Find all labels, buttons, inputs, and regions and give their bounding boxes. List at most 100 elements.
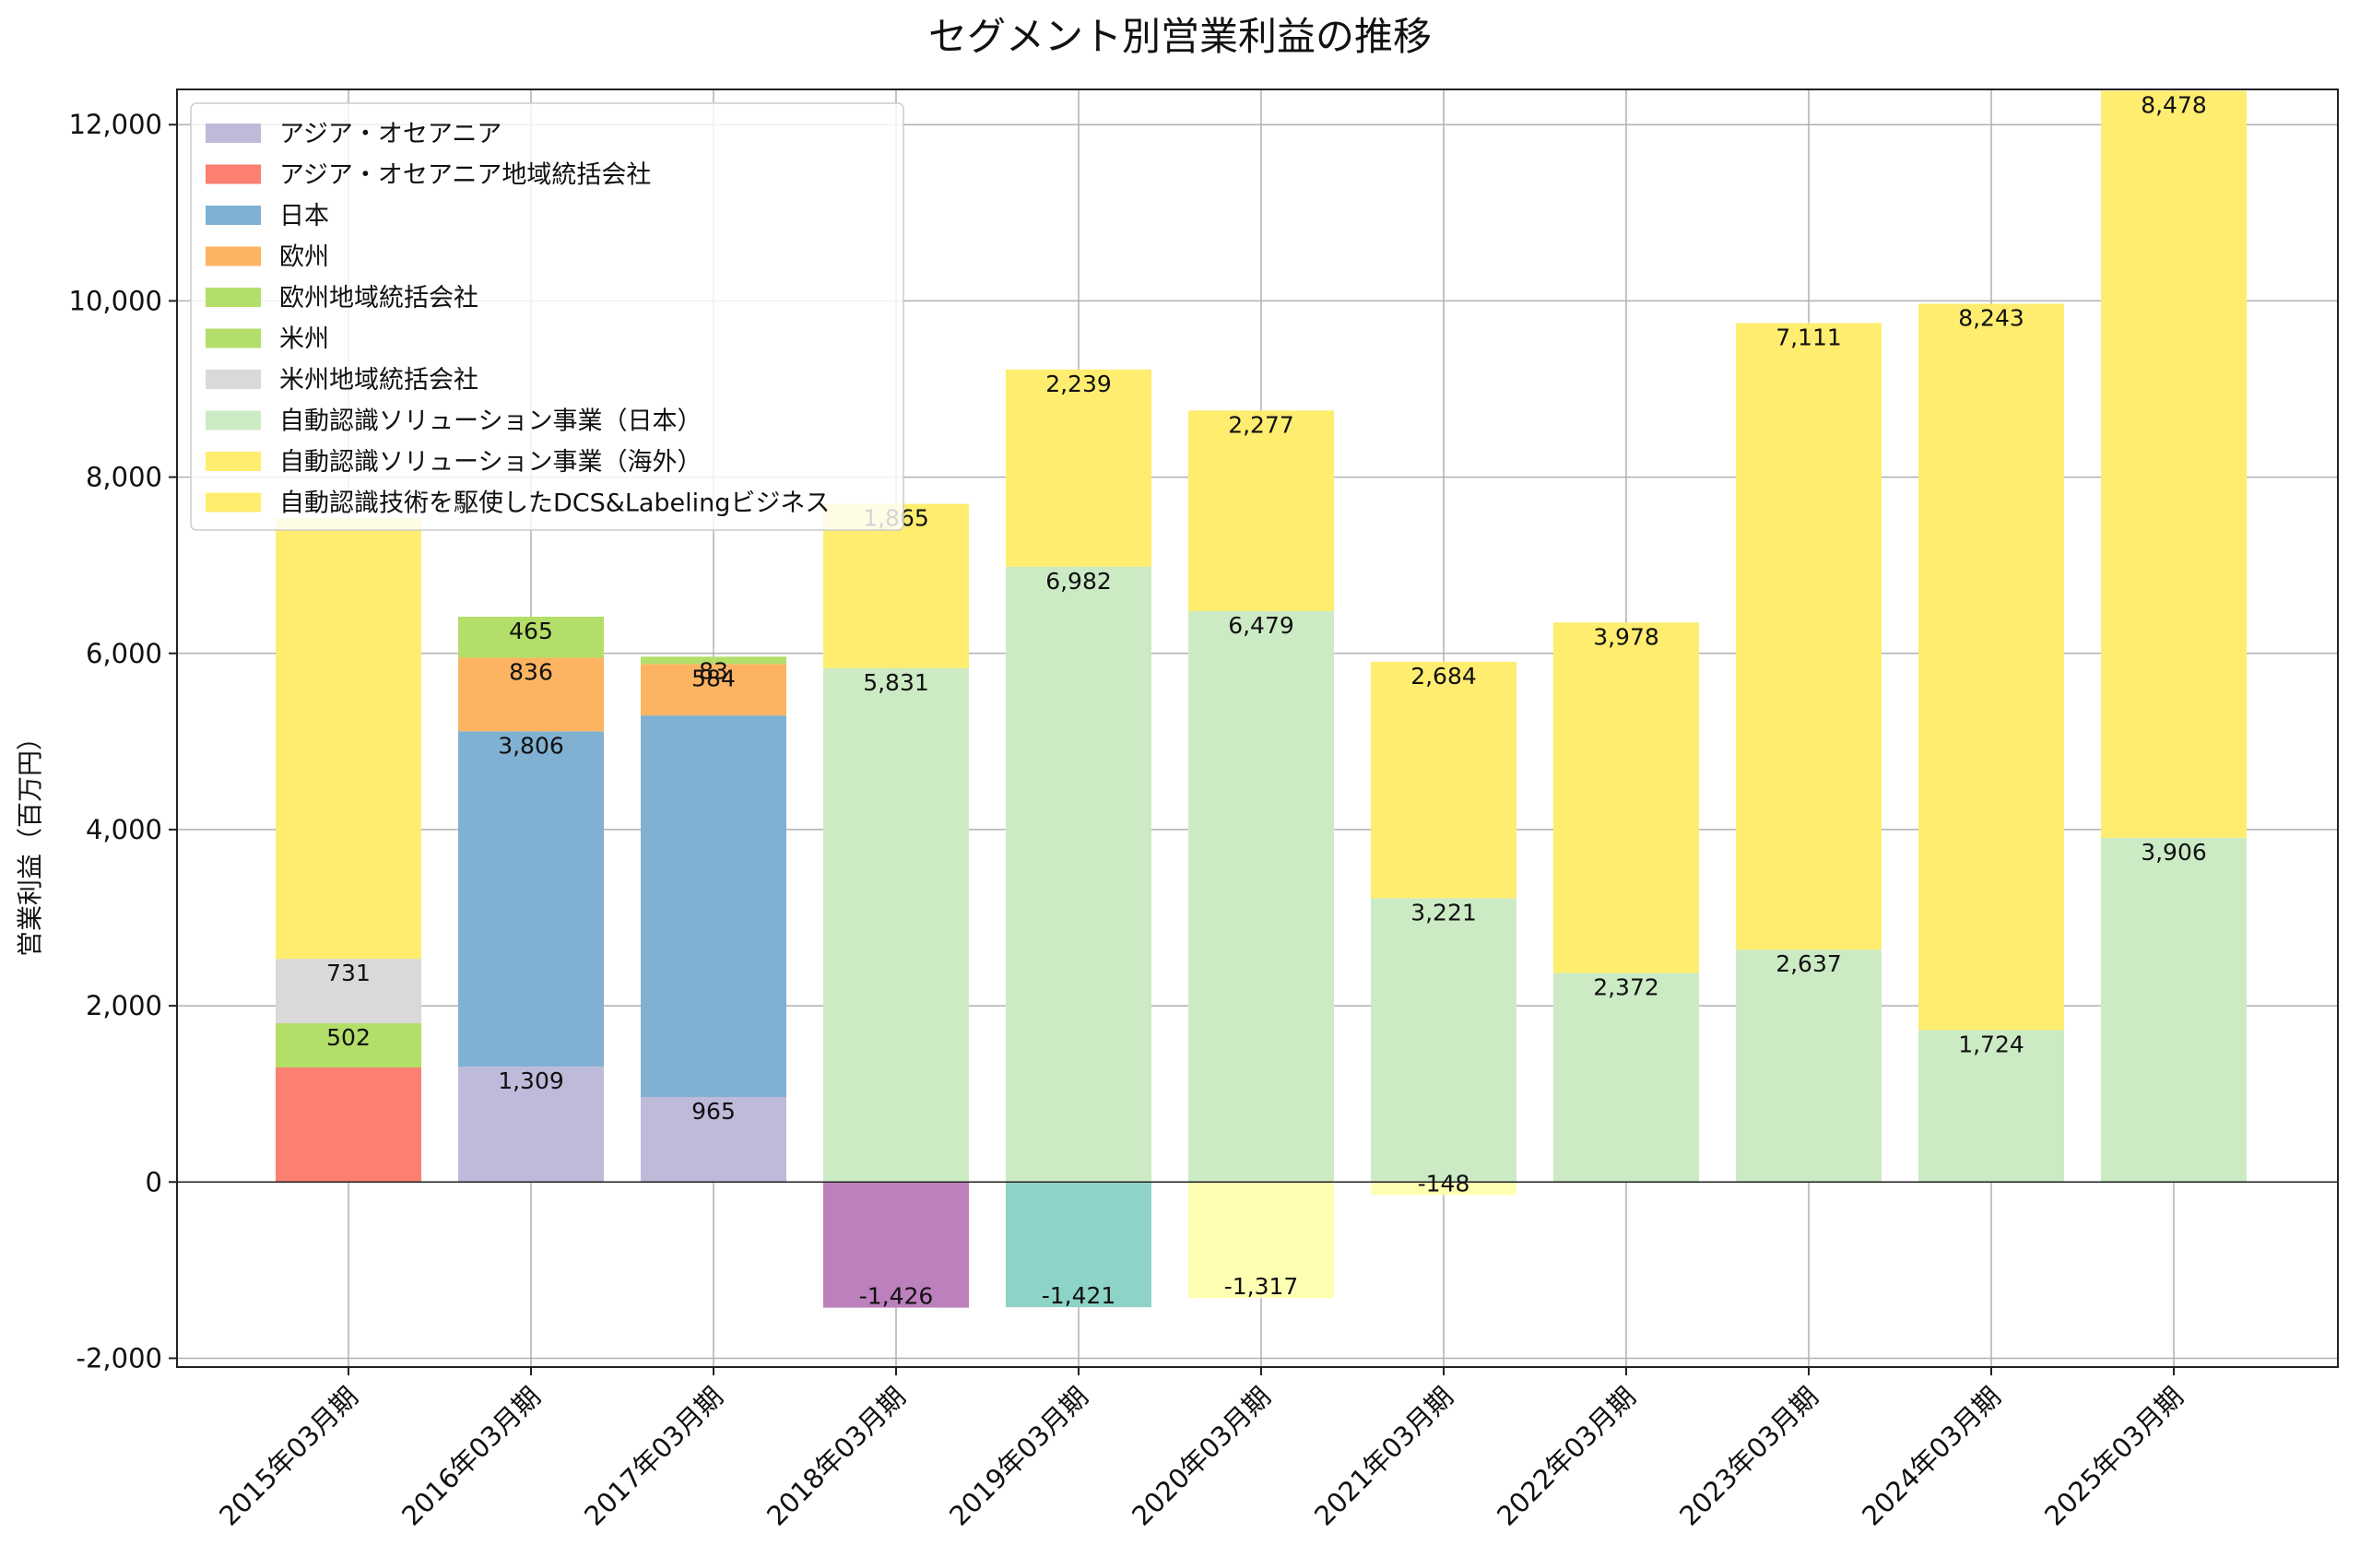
- bar-segment: [276, 1023, 421, 1068]
- x-tick-label: 2025年03月期: [2038, 1381, 2189, 1532]
- bar-segment: [823, 1182, 969, 1308]
- legend-entry-label: 自動認識ソリューション事業（海外）: [279, 448, 702, 477]
- bar-segment: [458, 731, 604, 1067]
- y-axis-label: 営業利益（百万円）: [15, 725, 45, 957]
- legend-swatch: [206, 410, 261, 430]
- bar-segment: [1371, 661, 1516, 899]
- bar-segment: [276, 1067, 421, 1183]
- x-tick-label: 2024年03月期: [1856, 1381, 2007, 1532]
- bar-segment: [2101, 90, 2247, 838]
- legend-swatch: [206, 288, 261, 307]
- bar-value-label: 2,372: [1593, 974, 1659, 1001]
- bar-value-label: 584: [691, 665, 736, 691]
- legend-swatch: [206, 246, 261, 266]
- bar-value-label: 465: [509, 618, 553, 644]
- bar-segment: [1918, 303, 2064, 1031]
- bar-segment: [458, 616, 604, 658]
- bar-segment: [1188, 610, 1334, 1183]
- bar-value-label: 3,978: [1593, 623, 1659, 650]
- bar-segment: [2101, 837, 2247, 1183]
- bar-segment: [1188, 410, 1334, 611]
- y-tick-label: -2,000: [77, 1342, 163, 1373]
- bar-value-label: 731: [326, 960, 371, 986]
- bar-segment: [823, 667, 969, 1183]
- bar-value-label: 8,243: [1958, 305, 2024, 332]
- bar-value-label: 8,478: [2141, 92, 2207, 119]
- bar-value-label: -1,421: [1042, 1282, 1116, 1309]
- bar-segment: [1371, 898, 1516, 1183]
- bar-segment: [1736, 949, 1882, 1183]
- legend-swatch: [206, 206, 261, 225]
- bar-segment: [1006, 1182, 1151, 1308]
- y-tick-label: 2,000: [86, 990, 162, 1021]
- x-tick-label: 2016年03月期: [395, 1381, 547, 1532]
- bar-value-label: 3,221: [1410, 899, 1477, 925]
- bar-segment: [1553, 622, 1699, 973]
- bar-value-label: 1,309: [498, 1067, 564, 1094]
- y-tick-label: 4,000: [86, 814, 162, 845]
- y-tick-label: 6,000: [86, 638, 162, 669]
- legend-swatch: [206, 328, 261, 348]
- legend-swatch: [206, 124, 261, 143]
- x-tick-label: 2021年03月期: [1308, 1381, 1459, 1532]
- bar-value-label: 2,637: [1776, 950, 1842, 977]
- x-tick-label: 2022年03月期: [1491, 1381, 1642, 1532]
- bar-value-label: 502: [326, 1024, 371, 1051]
- legend-entry-label: 欧州: [279, 243, 329, 272]
- bar-value-label: 6,982: [1045, 568, 1112, 595]
- x-tick-label: 2020年03月期: [1126, 1381, 1277, 1532]
- bar-segment: [641, 715, 786, 1098]
- bar-segment: [641, 1097, 786, 1183]
- y-tick-label: 10,000: [69, 285, 162, 316]
- bar-segment: [1736, 323, 1882, 950]
- bar-value-label: 1,724: [1958, 1031, 2024, 1057]
- bar-segment: [1006, 566, 1151, 1183]
- bars: [276, 90, 2247, 1308]
- bar-value-label: 2,684: [1410, 663, 1477, 690]
- bar-segment: [276, 959, 421, 1024]
- y-tick-label: 12,000: [69, 109, 162, 140]
- legend-entry-label: 自動認識技術を駆使したDCS&Labelingビジネス: [279, 489, 830, 518]
- bar-value-label: 83: [699, 657, 728, 684]
- bar-value-label: 7,111: [1776, 324, 1842, 350]
- y-axis: -2,000 0 2,000 4,000 6,000 8,000 10,000 12,000: [69, 109, 177, 1373]
- y-tick-label: 0: [146, 1166, 162, 1197]
- bar-value-label: 2,239: [1045, 371, 1112, 397]
- legend-entry-label: 欧州地域統括会社: [279, 284, 478, 312]
- plot-frame: [176, 88, 2339, 1368]
- legend-box: [190, 102, 904, 531]
- legend-entry-label: 米州地域統括会社: [279, 366, 478, 395]
- bar-segment: [458, 1067, 604, 1183]
- x-axis: 2015年03月期 2016年03月期 2017年03月期 2018年03月期 2019…: [213, 1367, 2189, 1532]
- x-tick-label: 2023年03月期: [1673, 1381, 1824, 1532]
- y-tick-label: 8,000: [86, 462, 162, 493]
- bar-segment: [458, 657, 604, 732]
- bar-segment: [641, 656, 786, 665]
- bar-segment: [641, 664, 786, 716]
- bar-segment: [1553, 973, 1699, 1183]
- legend-swatch: [206, 452, 261, 471]
- x-tick-label: 2017年03月期: [578, 1381, 729, 1532]
- bar-value-label: -148: [1418, 1170, 1470, 1197]
- bar-value-label: -1,317: [1224, 1273, 1299, 1300]
- bar-value-label: -1,426: [859, 1283, 934, 1310]
- bar-value-label: 3,906: [2141, 839, 2207, 866]
- legend-entry-label: 自動認識ソリューション事業（日本）: [279, 407, 702, 436]
- bar-segment: [823, 503, 969, 668]
- legend-entry-label: アジア・オセアニア: [279, 120, 502, 148]
- bar-segment: [1188, 1182, 1334, 1299]
- bar-value-label: 2,277: [1228, 411, 1294, 438]
- bar-value-label: 3,806: [498, 732, 564, 759]
- legend-entry-label: 日本: [279, 202, 329, 230]
- bar-value-label: 5,831: [863, 669, 929, 696]
- bar-segment: [1918, 1030, 2064, 1183]
- legend-swatch: [206, 164, 261, 184]
- bar-value-label: 836: [509, 658, 553, 685]
- legend-swatch: [206, 492, 261, 513]
- bar-value-label: 965: [691, 1098, 736, 1125]
- chart-title: セグメント別営業利益の推移: [928, 14, 1432, 59]
- bar-segment: [1006, 369, 1151, 567]
- bar-segment: [1371, 1182, 1516, 1196]
